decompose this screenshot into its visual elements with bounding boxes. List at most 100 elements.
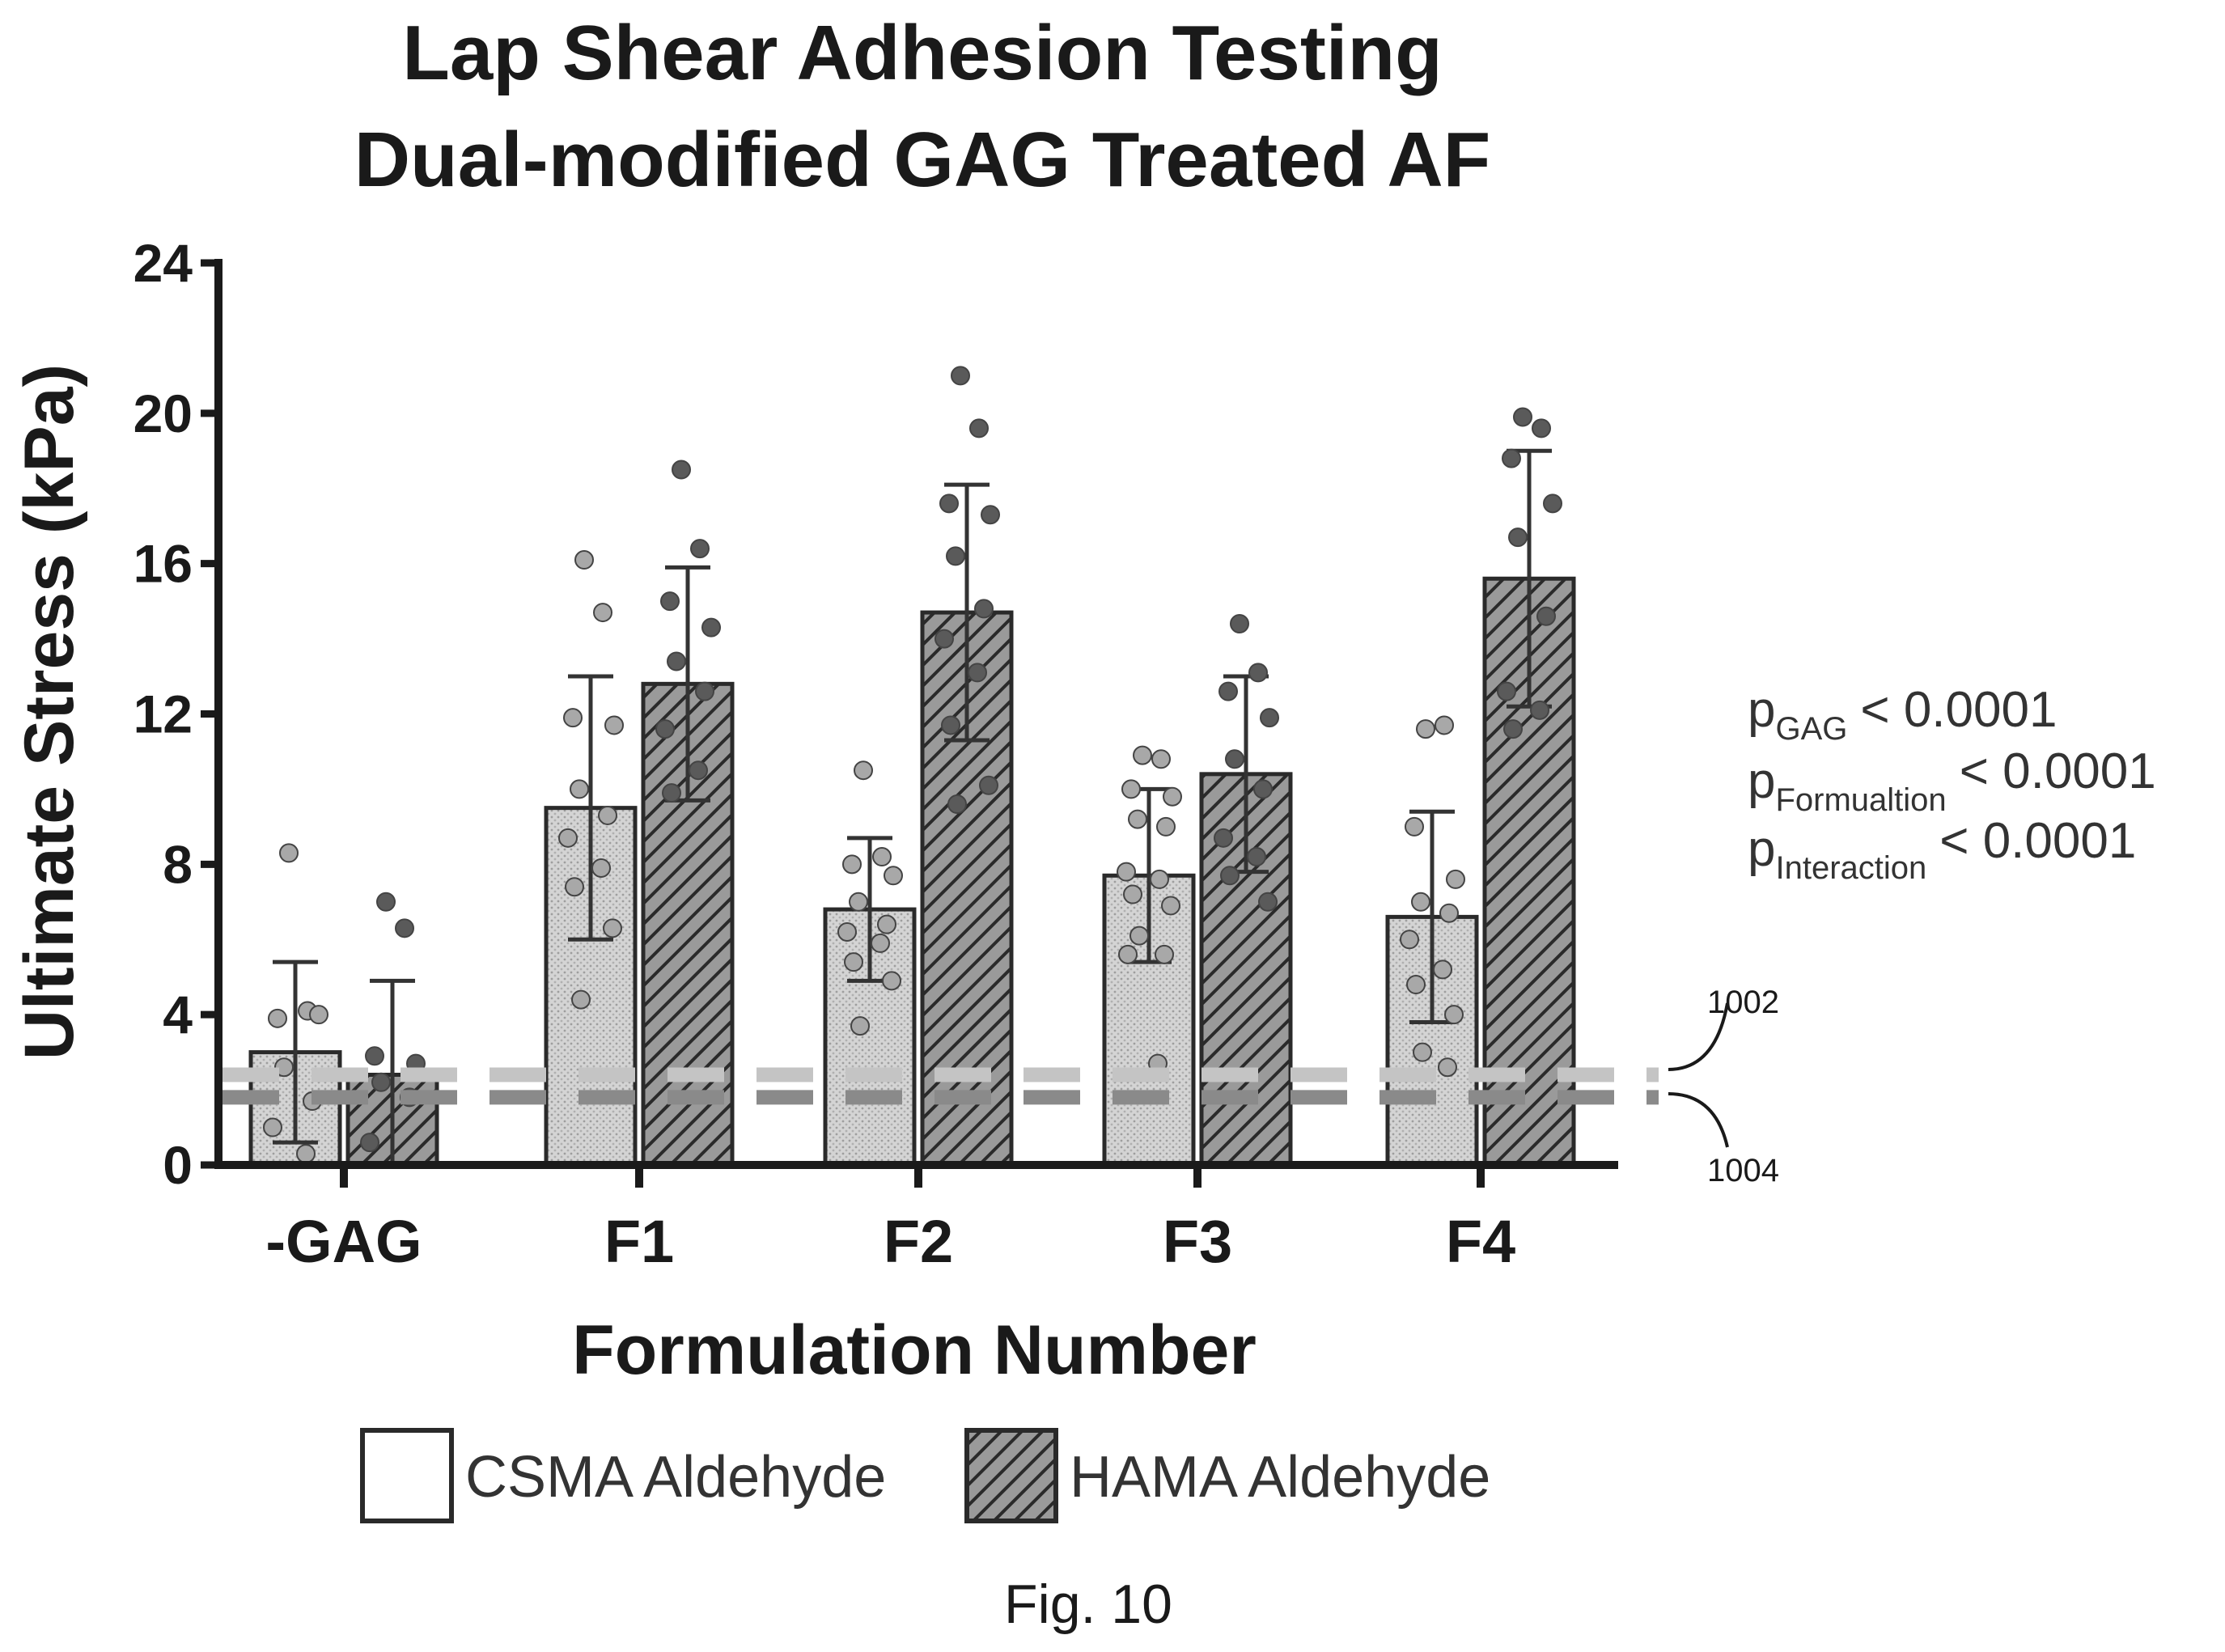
data-point-csma-F2-9: [882, 971, 901, 991]
data-point-hama-F2-3: [981, 505, 1000, 525]
data-point-hama-F3-0: [1230, 614, 1249, 633]
x-tick-label-F1: F1: [604, 1208, 674, 1275]
data-point-hama-F3-6: [1214, 828, 1233, 848]
data-point-hama-F3-2: [1218, 681, 1238, 701]
data-point-csma-F4-1: [1435, 715, 1454, 735]
data-point-csma-F4-9: [1444, 1005, 1464, 1025]
y-tick-label-8: 8: [163, 834, 193, 894]
data-point-csma-F2-2: [842, 854, 862, 875]
data-point-csma--GAG-6: [263, 1117, 282, 1137]
data-point-csma-F1-4: [570, 779, 589, 799]
data-point-csma-F3-0: [1133, 745, 1152, 765]
stat-gag-sub: GAG: [1775, 711, 1847, 747]
data-point-csma-F2-5: [877, 914, 896, 934]
data-point-csma-F3-5: [1156, 816, 1176, 837]
data-point-hama--GAG-2: [365, 1046, 384, 1066]
x-tick-label-F4: F4: [1446, 1208, 1515, 1275]
data-point-hama-F1-5: [695, 681, 714, 701]
data-point-csma-F2-4: [849, 892, 868, 912]
data-point-csma-F4-2: [1405, 816, 1424, 837]
stat-gag-p: p: [1748, 682, 1775, 738]
data-point-hama-F4-7: [1530, 700, 1549, 720]
data-point-csma--GAG-2: [268, 1008, 287, 1028]
data-point-csma-F1-1: [593, 603, 612, 623]
data-point-hama-F2-6: [934, 629, 954, 649]
y-tick-label-0: 0: [163, 1135, 193, 1195]
data-point-csma-F2-10: [850, 1016, 870, 1036]
data-point-hama--GAG-4: [371, 1072, 391, 1092]
data-point-csma-F3-10: [1129, 926, 1149, 946]
data-point-hama-F2-4: [946, 546, 965, 566]
data-point-csma-F2-6: [837, 921, 857, 942]
stat-interaction-sub: Interaction: [1775, 850, 1926, 886]
data-point-csma-F2-0: [854, 760, 873, 781]
data-point-csma-F1-3: [604, 715, 624, 735]
data-point-hama-F2-7: [968, 663, 987, 683]
data-point-csma-F4-7: [1433, 959, 1452, 980]
stat-gag-value: < 0.0001: [1860, 682, 2057, 738]
stat-interaction: pInteraction < 0.0001: [1748, 813, 2136, 886]
legend-swatch-csma: [360, 1428, 454, 1523]
data-point-csma-F1-6: [558, 828, 578, 848]
y-tick-label-16: 16: [134, 534, 193, 594]
data-point-csma-F3-1: [1151, 749, 1171, 769]
data-point-hama-F4-5: [1536, 606, 1556, 626]
data-point-csma-F3-8: [1123, 884, 1142, 904]
data-point-csma-F2-3: [884, 866, 903, 886]
figure-label: Fig. 10: [1004, 1574, 1172, 1635]
data-point-hama-F2-1: [969, 418, 989, 438]
data-point-hama-F3-4: [1225, 749, 1244, 769]
data-point-csma-F2-7: [871, 933, 890, 953]
chart-title-line-1: Lap Shear Adhesion Testing: [402, 10, 1443, 96]
data-point-hama-F2-10: [947, 794, 967, 814]
data-point-csma--GAG-7: [296, 1144, 316, 1164]
data-point-csma-F3-12: [1118, 944, 1138, 964]
data-point-csma--GAG-3: [309, 1005, 328, 1025]
data-point-hama-F4-6: [1497, 681, 1516, 701]
data-point-hama-F4-2: [1502, 448, 1521, 468]
data-point-csma-F1-7: [591, 858, 611, 878]
stat-formulation-value: < 0.0001: [1960, 743, 2156, 799]
data-point-hama-F1-3: [701, 617, 721, 638]
data-point-hama-F1-2: [660, 591, 680, 612]
plot-area: 0 4 8 12 16 20 24 -GAG F1 F2 F3 F4: [134, 233, 1659, 1275]
legend: CSMA Aldehyde HAMA Aldehyde: [360, 1428, 1490, 1523]
data-point-hama-F4-0: [1513, 407, 1532, 427]
data-point-hama-F3-8: [1220, 866, 1240, 886]
legend-label-csma: CSMA Aldehyde: [465, 1445, 886, 1510]
data-point-hama-F3-1: [1248, 663, 1268, 683]
data-point-csma-F4-5: [1439, 903, 1459, 923]
data-point-hama-F2-5: [974, 599, 994, 619]
data-point-csma-F2-8: [844, 952, 863, 972]
y-tick-label-12: 12: [134, 684, 193, 744]
y-tick-label-20: 20: [134, 383, 193, 443]
data-point-hama-F3-3: [1260, 708, 1279, 728]
data-point-hama-F2-9: [979, 775, 998, 795]
data-point-hama-F1-1: [690, 539, 710, 559]
x-tick-label-F3: F3: [1163, 1208, 1232, 1275]
data-point-csma-F1-10: [571, 989, 591, 1010]
callout-1004-label: 1004: [1707, 1153, 1779, 1188]
data-point-hama-F1-6: [655, 719, 675, 739]
data-point-hama-F4-1: [1532, 418, 1551, 438]
callout-1002-leader: [1668, 1002, 1729, 1071]
chart-title-line-2: Dual-modified GAG Treated AF: [354, 116, 1491, 203]
data-point-hama-F2-2: [939, 493, 959, 514]
data-point-hama-F2-0: [951, 366, 970, 386]
data-point-csma-F4-3: [1446, 869, 1465, 889]
data-point-csma-F4-8: [1406, 975, 1426, 994]
x-tick-label-F2: F2: [884, 1208, 953, 1275]
data-point-hama--GAG-1: [395, 918, 414, 938]
data-point-csma-F4-6: [1400, 930, 1419, 950]
data-point-hama-F3-7: [1247, 847, 1266, 867]
data-point-hama-F4-8: [1503, 719, 1523, 739]
stats-annotation: pGAG < 0.0001 pFormualtion< 0.0001 pInter…: [1748, 682, 2156, 886]
legend-swatch-hama: [964, 1428, 1058, 1523]
y-tick-label-4: 4: [163, 985, 193, 1044]
stat-gag: pGAG < 0.0001: [1748, 682, 2057, 747]
stat-formulation: pFormualtion < 0.0001: [1748, 743, 2156, 818]
data-point-csma-F4-4: [1411, 892, 1430, 912]
data-point-hama-F4-4: [1508, 527, 1528, 548]
data-point-csma-F1-2: [563, 708, 583, 728]
data-point-csma-F2-1: [872, 847, 892, 867]
